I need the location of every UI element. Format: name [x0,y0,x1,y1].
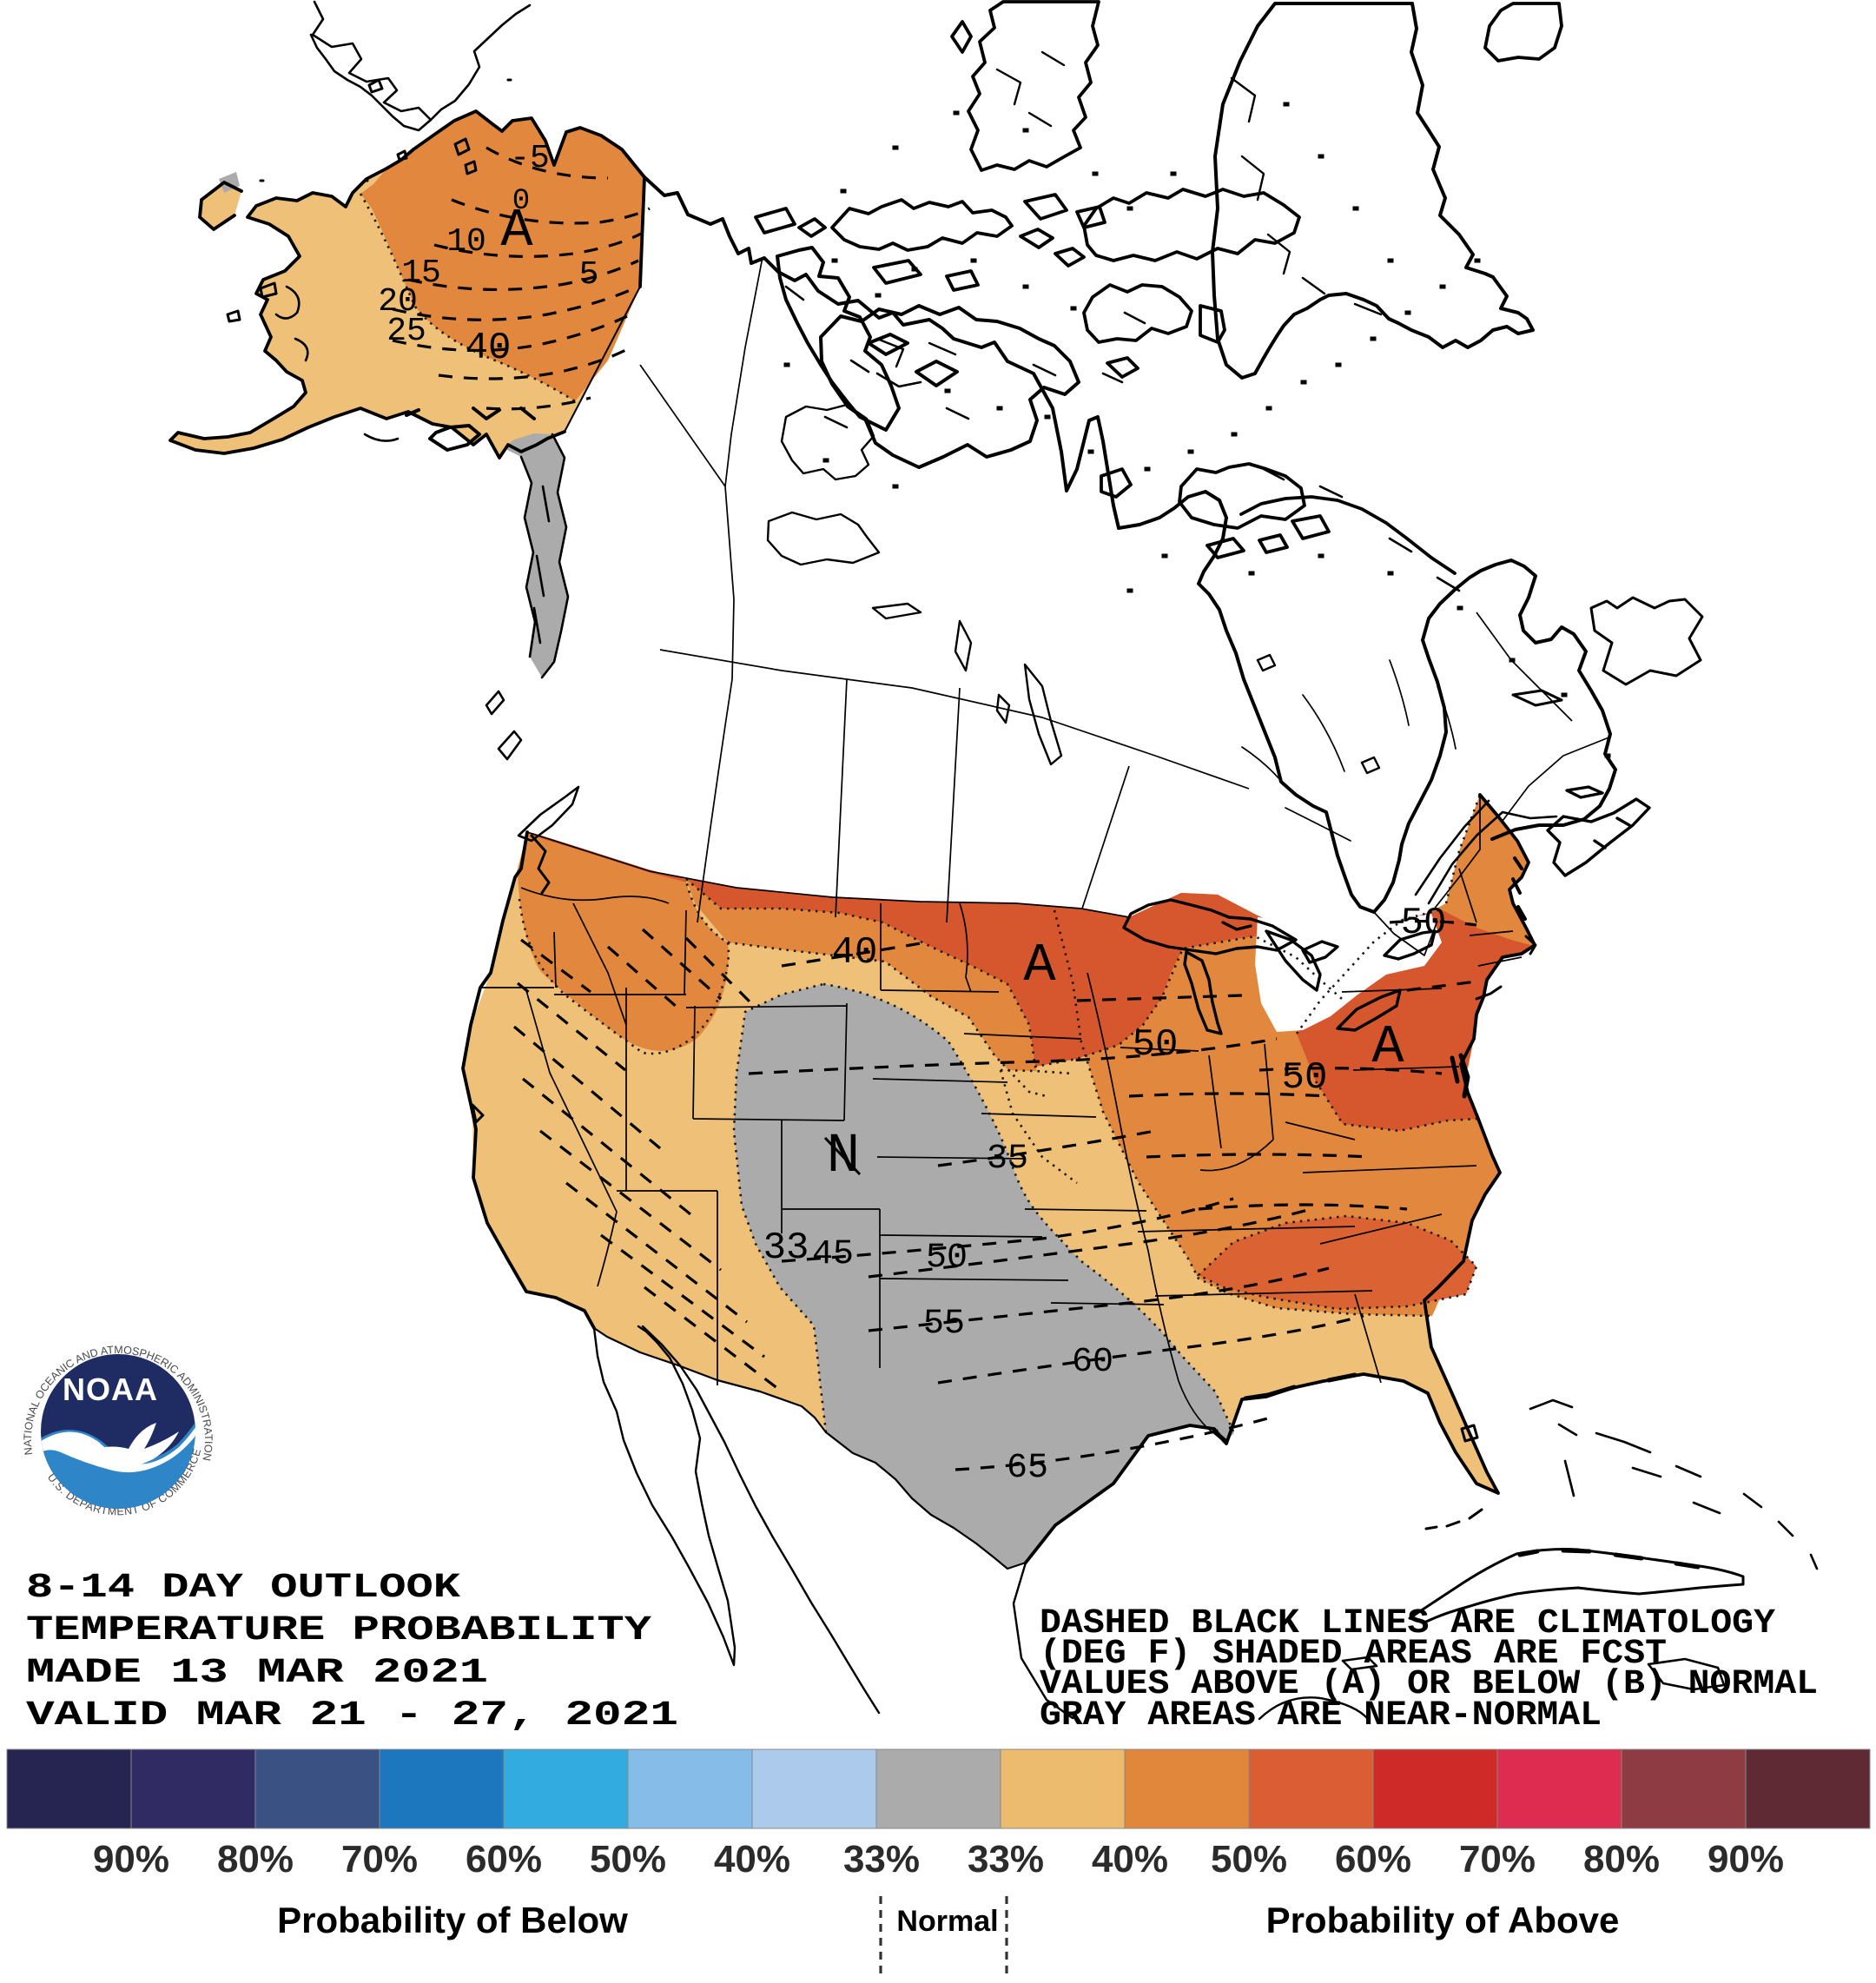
svg-text:TEMPERATURE PROBABILITY: TEMPERATURE PROBABILITY [26,1611,651,1650]
svg-text:VALID MAR 21 - 27, 2021: VALID MAR 21 - 27, 2021 [26,1696,678,1735]
svg-text:GRAY AREAS ARE NEAR-NORMAL: GRAY AREAS ARE NEAR-NORMAL [1040,1696,1602,1735]
svg-text:50: 50 [926,1239,968,1278]
svg-text:25: 25 [386,313,426,350]
svg-text:DASHED BLACK LINES ARE CLIMATO: DASHED BLACK LINES ARE CLIMATOLOGY [1040,1604,1775,1643]
svg-text:50: 50 [1282,1056,1328,1100]
svg-text:65: 65 [1007,1449,1048,1488]
svg-text:MADE 13 MAR 2021: MADE 13 MAR 2021 [26,1654,488,1693]
svg-text:33: 33 [763,1226,809,1270]
svg-text:50%: 50% [1211,1838,1287,1881]
svg-text:A: A [1371,1016,1404,1078]
svg-text:80%: 80% [1583,1838,1660,1881]
svg-text:33%: 33% [843,1838,920,1881]
svg-text:60: 60 [1072,1343,1113,1382]
svg-text:40: 40 [832,931,878,975]
svg-text:15: 15 [401,254,441,292]
svg-text:50%: 50% [590,1838,666,1881]
svg-text:-5: -5 [510,140,550,177]
svg-text:VALUES ABOVE (A) OR BELOW (B): VALUES ABOVE (A) OR BELOW (B) NORMAL [1040,1665,1818,1704]
svg-text:40%: 40% [1092,1838,1168,1881]
svg-text:40%: 40% [714,1838,790,1881]
svg-text:80%: 80% [217,1838,294,1881]
svg-text:(DEG F) SHADED AREAS ARE FCST: (DEG F) SHADED AREAS ARE FCST [1040,1635,1667,1674]
svg-text:90%: 90% [1708,1838,1784,1881]
svg-text:70%: 70% [341,1838,418,1881]
svg-text:50: 50 [1401,902,1447,945]
svg-text:40: 40 [466,327,512,370]
svg-text:Probability of Above: Probability of Above [1266,1900,1620,1940]
svg-text:20: 20 [378,283,418,321]
svg-text:33%: 33% [968,1838,1044,1881]
svg-text:90%: 90% [93,1838,169,1881]
svg-text:50: 50 [1133,1023,1179,1067]
svg-text:60%: 60% [1335,1838,1411,1881]
svg-text:Normal: Normal [896,1905,998,1938]
svg-text:60%: 60% [466,1838,542,1881]
svg-text:A: A [1023,935,1056,996]
svg-text:0: 0 [512,185,530,218]
svg-text:45: 45 [812,1235,854,1274]
svg-text:8-14 DAY OUTLOOK: 8-14 DAY OUTLOOK [26,1569,460,1608]
svg-text:10: 10 [446,223,486,261]
svg-text:Probability of Below: Probability of Below [277,1900,628,1940]
svg-text:70%: 70% [1459,1838,1536,1881]
svg-text:55: 55 [923,1305,965,1344]
svg-text:35: 35 [987,1140,1028,1179]
svg-text:NOAA: NOAA [63,1372,158,1407]
svg-text:A: A [500,200,533,261]
svg-text:5: 5 [579,256,599,294]
